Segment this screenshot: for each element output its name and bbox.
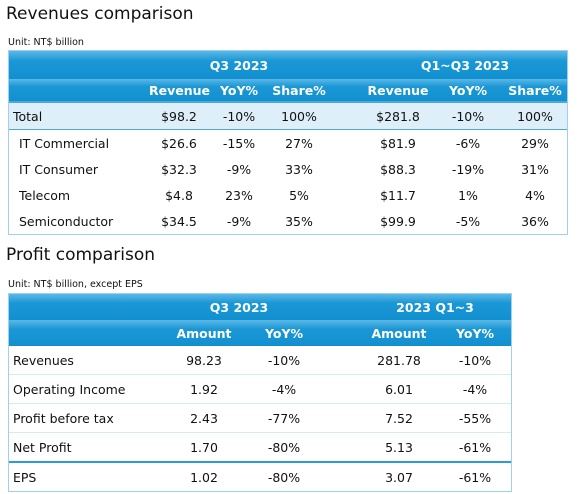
- table-cell: -10%: [458, 352, 492, 368]
- table-cell: 1%: [458, 187, 478, 203]
- table-cell: -9%: [226, 213, 252, 229]
- table-cell: -4%: [462, 381, 488, 397]
- table-cell: $4.8: [165, 187, 193, 203]
- table-cell: -80%: [267, 439, 301, 455]
- table-cell: 7.52: [385, 410, 413, 426]
- table-cell: -10%: [222, 108, 256, 124]
- group-header-row: Q3 2023 Q1~Q3 2023: [9, 51, 567, 79]
- table-cell: 36%: [521, 213, 549, 229]
- table-cell: -19%: [451, 161, 485, 177]
- table-row: IT Commercial $26.6 -15% 27% $81.9 -6% 29%: [9, 130, 567, 156]
- table-cell: 98.23: [186, 352, 222, 368]
- row-label: Net Profit: [13, 439, 72, 455]
- group-header: Q3 2023: [209, 299, 269, 315]
- column-header: YoY%: [264, 325, 304, 341]
- column-header: YoY%: [455, 325, 495, 341]
- row-label: Semiconductor: [19, 213, 114, 229]
- table-cell: 3.07: [385, 469, 413, 485]
- table-cell: $34.5: [161, 213, 197, 229]
- table-cell: 100%: [517, 108, 553, 124]
- table-row: Semiconductor $34.5 -9% 35% $99.9 -5% 36%: [9, 208, 567, 234]
- group-header: Q1~Q3 2023: [420, 57, 510, 73]
- table-cell: $99.9: [380, 213, 416, 229]
- column-header: YoY%: [219, 82, 259, 98]
- group-header: Q3 2023: [209, 57, 269, 73]
- column-header: Revenue: [149, 82, 211, 98]
- table-row: Net Profit 1.70 -80% 5.13 -61%: [9, 432, 511, 461]
- table-cell: $281.8: [376, 108, 420, 124]
- group-header: 2023 Q1~3: [396, 299, 474, 315]
- table-cell: 100%: [281, 108, 317, 124]
- column-header-row: Amount YoY% Amount YoY%: [9, 320, 511, 346]
- table-cell: -15%: [222, 135, 256, 151]
- table-cell: 23%: [225, 187, 253, 203]
- table-cell: 35%: [285, 213, 313, 229]
- table-cell: 33%: [285, 161, 313, 177]
- table-cell: 1.70: [190, 439, 218, 455]
- table-row: EPS 1.02 -80% 3.07 -61%: [9, 461, 511, 491]
- group-header-row: Q3 2023 2023 Q1~3: [9, 294, 511, 320]
- profit-table: Q3 2023 2023 Q1~3 Amount YoY% Amount YoY% Reve…: [8, 293, 512, 492]
- table-cell: $26.6: [161, 135, 197, 151]
- table-cell: 6.01: [385, 381, 413, 397]
- section-title: Profit comparison: [6, 245, 156, 265]
- table-row: Profit before tax 2.43 -77% 7.52 -55%: [9, 403, 511, 432]
- table-cell: -6%: [455, 135, 481, 151]
- table-cell: -5%: [455, 213, 481, 229]
- table-cell: $98.2: [161, 108, 197, 124]
- column-header: Share%: [272, 82, 326, 98]
- table-cell: 281.78: [377, 352, 421, 368]
- table-cell: -4%: [271, 381, 297, 397]
- column-header: Amount: [176, 325, 232, 341]
- revenue-table: Q3 2023 Q1~Q3 2023 Revenue YoY% Share% Revenu…: [8, 50, 568, 235]
- row-label: IT Consumer: [19, 161, 99, 177]
- row-label: Operating Income: [13, 381, 126, 397]
- table-cell: -61%: [458, 469, 492, 485]
- table-cell: 31%: [521, 161, 549, 177]
- table-row: Operating Income 1.92 -4% 6.01 -4%: [9, 374, 511, 403]
- table-cell: $81.9: [380, 135, 416, 151]
- column-header: Revenue: [367, 82, 429, 98]
- table-cell: 4%: [525, 187, 545, 203]
- column-header: YoY%: [448, 82, 488, 98]
- table-row: Total $98.2 -10% 100% $281.8 -10% 100%: [9, 101, 567, 130]
- table-cell: 29%: [521, 135, 549, 151]
- table-cell: 2.43: [190, 410, 218, 426]
- table-cell: -10%: [451, 108, 485, 124]
- row-label: EPS: [13, 469, 37, 485]
- section-title: Revenues comparison: [6, 4, 194, 24]
- table-row: Telecom $4.8 23% 5% $11.7 1% 4%: [9, 182, 567, 208]
- column-header-row: Revenue YoY% Share% Revenue YoY% Share%: [9, 79, 567, 101]
- table-cell: 1.02: [190, 469, 218, 485]
- column-header: Share%: [508, 82, 562, 98]
- table-cell: -9%: [226, 161, 252, 177]
- row-label: Revenues: [13, 352, 74, 368]
- row-label: Total: [13, 108, 43, 124]
- row-label: Telecom: [19, 187, 71, 203]
- unit-note: Unit: NT$ billion, except EPS: [8, 279, 143, 290]
- column-header: Amount: [371, 325, 427, 341]
- table-row: Revenues 98.23 -10% 281.78 -10%: [9, 346, 511, 374]
- table-cell: 5.13: [385, 439, 413, 455]
- row-label: IT Commercial: [19, 135, 110, 151]
- table-cell: -61%: [458, 439, 492, 455]
- table-cell: 5%: [289, 187, 309, 203]
- table-cell: -10%: [267, 352, 301, 368]
- unit-note: Unit: NT$ billion: [8, 37, 84, 48]
- table-cell: -80%: [267, 469, 301, 485]
- table-cell: -77%: [267, 410, 301, 426]
- table-cell: 1.92: [190, 381, 218, 397]
- table-cell: -55%: [458, 410, 492, 426]
- table-cell: 27%: [285, 135, 313, 151]
- row-label: Profit before tax: [13, 410, 114, 426]
- table-cell: $88.3: [380, 161, 416, 177]
- table-cell: $11.7: [380, 187, 416, 203]
- table-row: IT Consumer $32.3 -9% 33% $88.3 -19% 31%: [9, 156, 567, 182]
- table-cell: $32.3: [161, 161, 197, 177]
